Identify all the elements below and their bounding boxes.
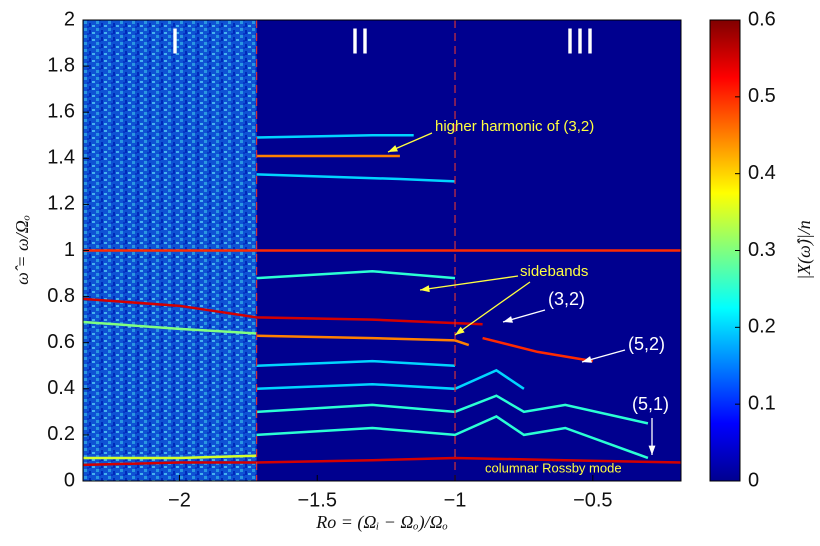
y-tick-label: 1.8: [47, 54, 75, 76]
y-tick-label: 0.8: [47, 285, 75, 307]
colorbar-tick-label: 0: [748, 469, 759, 491]
annotation: higher harmonic of (3,2): [435, 118, 594, 135]
spectral-track: [256, 134, 414, 139]
colorbar-tick-label: 0.2: [748, 316, 776, 338]
spectral-track: [482, 336, 594, 363]
colorbar-tick-label: 0.6: [748, 8, 776, 30]
y-tick-label: 0.2: [47, 423, 75, 445]
annotation: (5,1): [632, 394, 669, 414]
y-tick-label: 1.6: [47, 100, 75, 122]
arrow-head: [388, 145, 398, 152]
y-axis-label: ω̂ = ω/Ωₒ: [12, 215, 32, 285]
spectral-track: [256, 394, 649, 425]
colorbar-tick-label: 0.3: [748, 239, 776, 261]
arrow-head: [503, 316, 513, 323]
y-tick-label: 0.4: [47, 377, 75, 399]
arrow-head: [420, 285, 430, 293]
y-tick-label: 0.6: [47, 331, 75, 353]
annotation: sidebands: [520, 263, 588, 280]
x-tick-label: −2: [168, 489, 191, 511]
y-tick-label: 1.2: [47, 193, 75, 215]
annotation: (3,2): [548, 289, 585, 309]
spectral-track: [83, 456, 681, 467]
x-tick-label: −0.5: [573, 489, 612, 511]
spectral-track: [83, 297, 483, 326]
annotation-arrow: [419, 275, 519, 291]
y-tick-label: 1.4: [47, 147, 75, 169]
colorbar-tick-label: 0.5: [748, 85, 776, 107]
spectral-track: [83, 454, 257, 460]
y-tick-label: 1: [64, 239, 75, 261]
colorbar-label: |X(ω̂)|/n: [794, 220, 815, 280]
annotation-arrow: [454, 281, 531, 336]
arrow-head: [455, 326, 465, 335]
region-label: III: [565, 21, 595, 62]
x-tick-label: −1: [444, 489, 467, 511]
colorbar-tick-label: 0.4: [748, 162, 776, 184]
region-label: II: [350, 21, 370, 62]
plot-area: [83, 20, 681, 481]
colorbar-tick-label: 0.1: [748, 392, 776, 414]
annotation: (5,2): [628, 334, 665, 354]
spectral-track: [83, 320, 257, 335]
y-tick-label: 2: [64, 8, 75, 30]
spectral-track: [256, 173, 456, 183]
annotation: columnar Rossby mode: [485, 460, 622, 475]
spectral-track: [256, 359, 456, 367]
region-label: I: [170, 21, 180, 62]
arrow-head: [648, 445, 656, 455]
spectral-track: [256, 269, 456, 280]
arrow-head: [582, 356, 592, 363]
x-tick-label: −1.5: [297, 489, 336, 511]
y-tick-label: 0: [64, 469, 75, 491]
spectral-track: [256, 415, 649, 460]
x-axis-label: Ro = (Ωᵢ − Ωₒ)/Ωₒ: [315, 512, 447, 533]
spectral-track: [256, 334, 470, 347]
